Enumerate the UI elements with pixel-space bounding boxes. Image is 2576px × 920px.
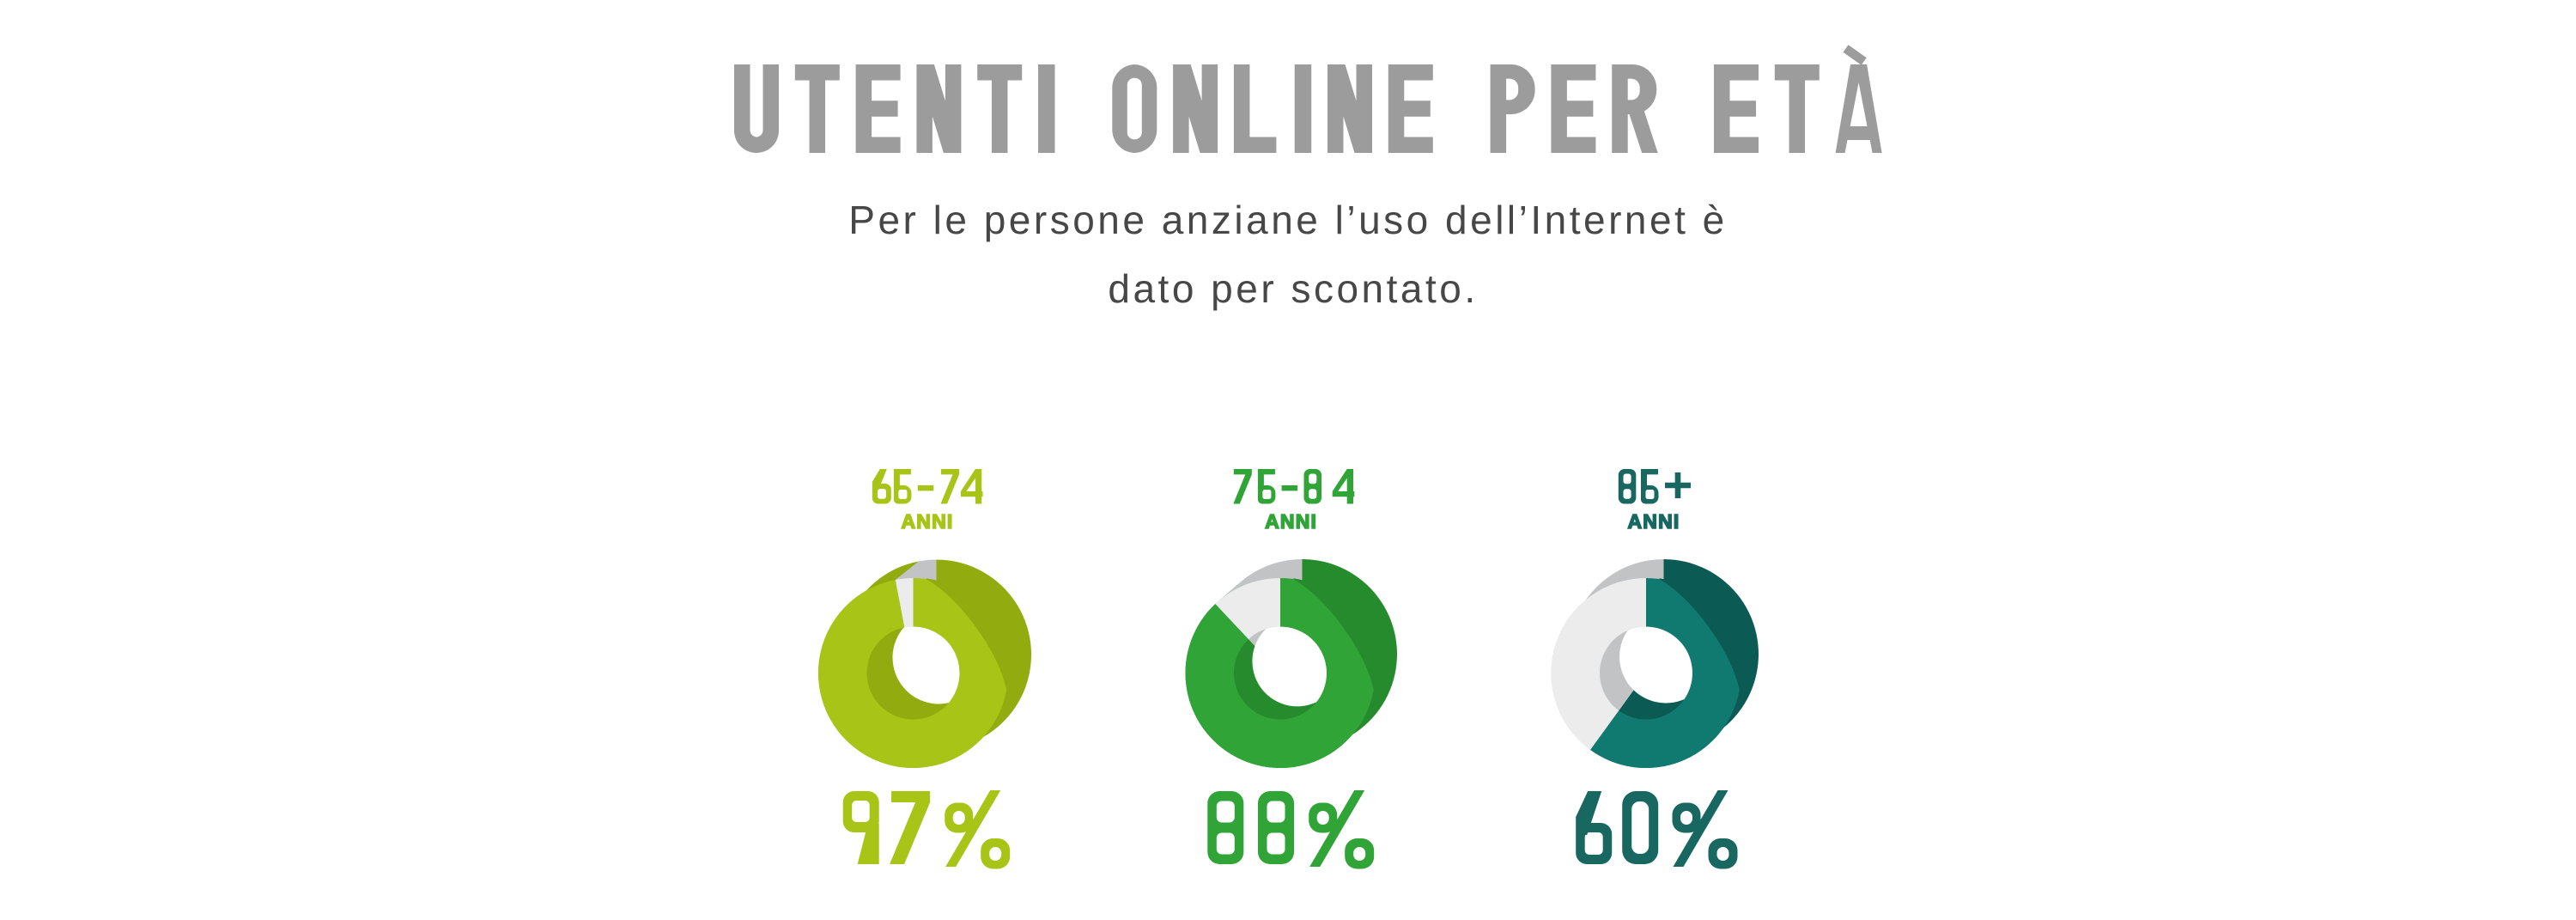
svg-text:Per le persone anziane l’uso d: Per le persone anziane l’uso dell’Intern… <box>848 198 1727 242</box>
svg-text:dato per scontato.: dato per scontato. <box>1108 266 1478 311</box>
svg-text:ANNI: ANNI <box>901 510 953 533</box>
svg-text:ANNI: ANNI <box>1265 510 1317 533</box>
svg-text:ANNI: ANNI <box>1627 510 1680 533</box>
